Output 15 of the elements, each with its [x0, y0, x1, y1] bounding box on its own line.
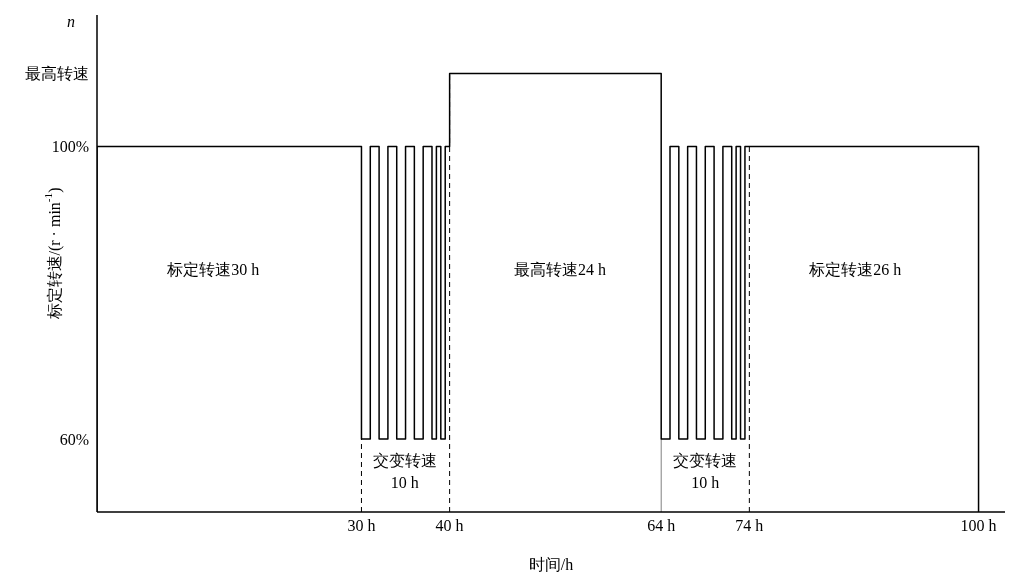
x-axis-title: 时间/h: [528, 556, 574, 573]
x-tick-label: 30 h: [347, 517, 376, 535]
x-tick-label: 64 h: [647, 517, 676, 535]
y-tick-label: 60%: [59, 430, 89, 448]
annotation: 交变转速 10 h: [673, 451, 738, 494]
y-tick-label: 100%: [51, 138, 89, 156]
x-tick-label: 74 h: [735, 517, 764, 535]
annotation: 标定转速30 h: [167, 259, 260, 280]
annotation: 最高转速24 h: [514, 259, 607, 280]
y-tick-label: 最高转速: [25, 65, 89, 83]
text: n: [67, 13, 75, 31]
x-tick-label: 100 h: [960, 517, 997, 535]
annotation: 交变转速 10 h: [372, 451, 437, 494]
annotation: 标定转速26 h: [809, 259, 902, 280]
x-tick-label: 40 h: [435, 517, 464, 535]
